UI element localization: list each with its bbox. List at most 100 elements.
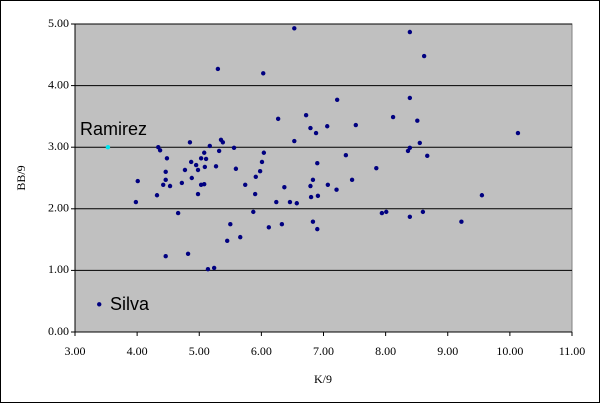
point	[207, 143, 213, 149]
x-tick-label: 3.00	[65, 344, 86, 358]
point	[202, 164, 208, 170]
y-tick-label: 1.00	[48, 262, 69, 276]
point	[374, 165, 379, 171]
point	[325, 124, 330, 129]
point	[315, 226, 320, 232]
point	[252, 191, 258, 197]
point	[325, 182, 331, 187]
x-tick-label: 10.00	[496, 344, 523, 358]
point	[274, 199, 279, 205]
point	[405, 148, 411, 154]
point	[163, 254, 168, 259]
point	[275, 116, 281, 122]
point	[343, 153, 349, 158]
point	[220, 140, 226, 145]
point	[205, 266, 211, 272]
x-tick-label: 5.00	[189, 344, 210, 358]
point	[334, 97, 340, 102]
point	[225, 238, 230, 244]
point	[420, 209, 426, 215]
point	[310, 219, 316, 224]
point	[384, 209, 389, 215]
point	[257, 169, 263, 174]
point	[187, 140, 193, 145]
point	[303, 112, 309, 118]
point	[185, 251, 191, 256]
point	[294, 201, 299, 206]
point	[334, 187, 339, 192]
point	[425, 153, 430, 159]
point	[163, 169, 168, 175]
point	[459, 219, 464, 224]
point	[417, 140, 422, 146]
point	[163, 177, 168, 183]
y-tick-label: 4.00	[48, 77, 69, 91]
point	[266, 225, 272, 230]
point	[105, 145, 111, 150]
point	[211, 265, 217, 271]
point	[282, 185, 287, 190]
point	[175, 210, 181, 216]
point	[179, 180, 185, 186]
y-axis-label: BB/9	[14, 165, 28, 190]
point	[349, 177, 355, 183]
point	[415, 118, 420, 123]
point	[213, 164, 219, 169]
point	[233, 166, 239, 171]
point	[215, 66, 221, 72]
annotation: Ramirez	[80, 119, 147, 139]
point	[193, 162, 199, 168]
x-tick-label: 7.00	[313, 344, 334, 358]
point	[243, 182, 248, 187]
point	[189, 175, 194, 181]
x-tick-label: 8.00	[375, 344, 396, 358]
point	[228, 222, 233, 227]
point	[161, 182, 166, 187]
plot-area: 0.00 1.00 2.00 3.00 4.00 5.00 3.00 4.00 5.00 6.00…	[48, 16, 585, 358]
x-tick-label: 11.00	[559, 344, 586, 358]
y-tick-label: 2.00	[48, 201, 69, 215]
point	[216, 148, 222, 154]
point	[195, 167, 201, 173]
x-axis-label: K/9	[314, 372, 332, 386]
point	[198, 182, 204, 187]
point	[259, 159, 265, 165]
point	[167, 183, 173, 189]
point	[390, 114, 396, 120]
point	[154, 193, 160, 198]
point	[238, 234, 243, 240]
point	[182, 167, 188, 173]
point	[203, 156, 209, 162]
point	[253, 174, 258, 179]
point	[407, 29, 413, 35]
point	[133, 199, 139, 205]
point	[308, 183, 313, 189]
x-tick-label: 4.00	[127, 344, 148, 358]
x-tick-label: 9.00	[437, 344, 458, 358]
point	[231, 145, 237, 151]
point	[188, 159, 194, 165]
point	[515, 130, 521, 136]
point	[261, 71, 266, 76]
y-tick-label: 5.00	[48, 16, 69, 30]
point	[407, 214, 413, 220]
point	[308, 125, 313, 131]
point	[97, 302, 102, 307]
y-tick-label: 0.00	[48, 324, 69, 338]
point	[279, 222, 285, 227]
point	[313, 130, 319, 136]
point	[308, 194, 314, 200]
x-tick-label: 6.00	[251, 344, 272, 358]
point	[251, 209, 256, 215]
y-tick-label: 3.00	[48, 139, 69, 153]
point	[353, 122, 359, 128]
point	[157, 148, 163, 153]
point	[292, 138, 297, 144]
point	[310, 177, 316, 183]
point	[202, 150, 207, 155]
plot-background	[74, 23, 573, 333]
point	[421, 53, 427, 59]
point	[407, 95, 413, 101]
annotation: Silva	[110, 294, 150, 314]
